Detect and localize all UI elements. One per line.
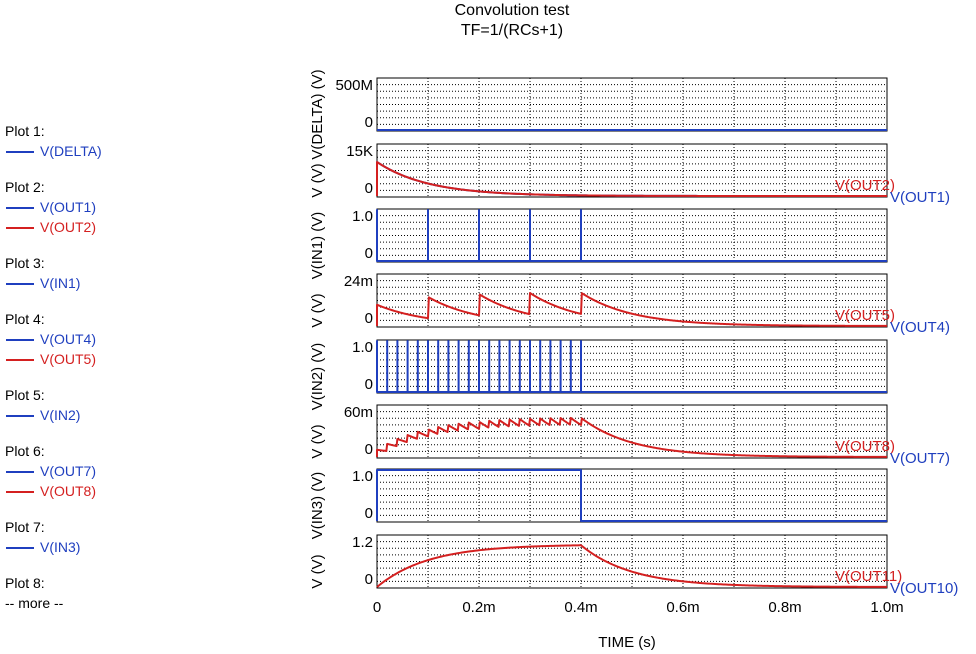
legend-swatch [6, 415, 34, 417]
y-tick-label: 500M [335, 77, 373, 94]
legend-group-label: Plot 5: [5, 387, 45, 403]
y-tick-label: 1.0 [352, 339, 373, 356]
x-tick-label: 0.6m [666, 599, 699, 616]
x-tick-label: 0.4m [564, 599, 597, 616]
y-axis-label: V (V) [309, 163, 326, 197]
y-tick-label: 24m [344, 273, 373, 290]
legend-item: V(OUT5) [5, 349, 155, 369]
series-line [376, 161, 887, 197]
series-line [376, 416, 888, 458]
legend-item: V(OUT7) [5, 461, 155, 481]
legend-item-label: V(OUT5) [40, 351, 96, 367]
legend-item: V(OUT4) [5, 329, 155, 349]
y-tick-label: 0 [365, 114, 373, 131]
legend-item-label: V(OUT2) [40, 219, 96, 235]
y-axis-label: V (V) [309, 554, 326, 588]
legend-item-label: V(IN1) [40, 275, 81, 291]
legend-group-label: Plot 7: [5, 519, 45, 535]
x-tick-label: 0.2m [462, 599, 495, 616]
legend-item-label: V(OUT7) [40, 463, 96, 479]
legend-swatch [6, 359, 34, 361]
legend-item: V(DELTA) [5, 141, 155, 161]
legend-item-label: V(IN2) [40, 407, 81, 423]
legend-item: V(IN3) [5, 537, 155, 557]
y-tick-label: 60m [344, 404, 373, 421]
y-tick-label: 1.0 [352, 468, 373, 485]
y-axis-label: V(IN2) (V) [309, 343, 326, 411]
series-line [376, 291, 888, 327]
y-tick-label: 0 [365, 376, 373, 393]
chart-title-line2: TF=1/(RCs+1) [460, 22, 564, 39]
y-axis-label: V(DELTA) (V) [309, 69, 326, 159]
legend-swatch [6, 151, 34, 153]
legend-item: V(IN1) [5, 273, 155, 293]
legend-item-label: V(OUT1) [40, 199, 96, 215]
legend-swatch [6, 339, 34, 341]
legend-swatch [6, 207, 34, 209]
legend-swatch [6, 227, 34, 229]
legend-swatch [6, 547, 34, 549]
legend-swatch [6, 491, 34, 493]
y-axis-label: V (V) [309, 293, 326, 327]
series-line [376, 544, 888, 588]
y-axis-label: V (V) [309, 424, 326, 458]
x-tick-label: 0.8m [768, 599, 801, 616]
legend-more: -- more -- [5, 595, 64, 611]
y-tick-label: 1.2 [352, 534, 373, 551]
panel-frame [376, 404, 888, 459]
series-end-label: V(OUT2) [835, 177, 895, 194]
legend-group-label: Plot 1: [5, 123, 45, 139]
panel-frame [376, 534, 888, 589]
legend-item: V(IN2) [5, 405, 155, 425]
x-axis-label: TIME (s) [598, 634, 656, 651]
legend-item: V(OUT2) [5, 217, 155, 237]
series-end-label: V(OUT10) [890, 580, 958, 597]
series-end-label: V(OUT1) [890, 189, 950, 206]
legend-item: V(OUT8) [5, 481, 155, 501]
legend-group-label: Plot 8: [5, 575, 45, 591]
series-end-label: V(OUT4) [890, 319, 950, 336]
legend-group-label: Plot 6: [5, 443, 45, 459]
legend-swatch [6, 283, 34, 285]
series-end-label: V(OUT8) [835, 438, 895, 455]
legend: Plot 1: V(DELTA) Plot 2: V(OUT1) V(OUT2) Plot… [5, 121, 155, 613]
y-tick-label: 0 [365, 571, 373, 588]
y-tick-label: 15K [346, 143, 373, 160]
y-tick-label: 1.0 [352, 208, 373, 225]
legend-item-label: V(IN3) [40, 539, 81, 555]
legend-group-label: Plot 3: [5, 255, 45, 271]
legend-swatch [6, 471, 34, 473]
panel-frame [376, 273, 888, 328]
y-tick-label: 0 [365, 441, 373, 458]
series-end-label: V(OUT5) [835, 307, 895, 324]
y-tick-label: 0 [365, 245, 373, 262]
legend-group-label: Plot 2: [5, 179, 45, 195]
x-tick-label: 1.0m [870, 599, 903, 616]
series-line [376, 340, 887, 393]
y-tick-label: 0 [365, 310, 373, 327]
legend-item: V(OUT1) [5, 197, 155, 217]
y-tick-label: 0 [365, 505, 373, 522]
legend-item-label: V(OUT4) [40, 331, 96, 347]
series-line [376, 161, 887, 197]
series-line [376, 469, 887, 522]
chart-title-line1: Convolution test [454, 2, 570, 19]
legend-item-label: V(OUT8) [40, 483, 96, 499]
y-axis-label: V(IN3) (V) [309, 472, 326, 540]
legend-group-label: Plot 4: [5, 311, 45, 327]
y-tick-label: 0 [365, 180, 373, 197]
legend-item-label: V(DELTA) [40, 143, 102, 159]
series-end-label: V(OUT7) [890, 450, 950, 467]
x-tick-label: 0 [373, 599, 381, 616]
series-line [376, 209, 887, 262]
series-end-label: V(OUT11) [835, 568, 902, 585]
y-axis-label: V(IN1) (V) [309, 212, 326, 280]
